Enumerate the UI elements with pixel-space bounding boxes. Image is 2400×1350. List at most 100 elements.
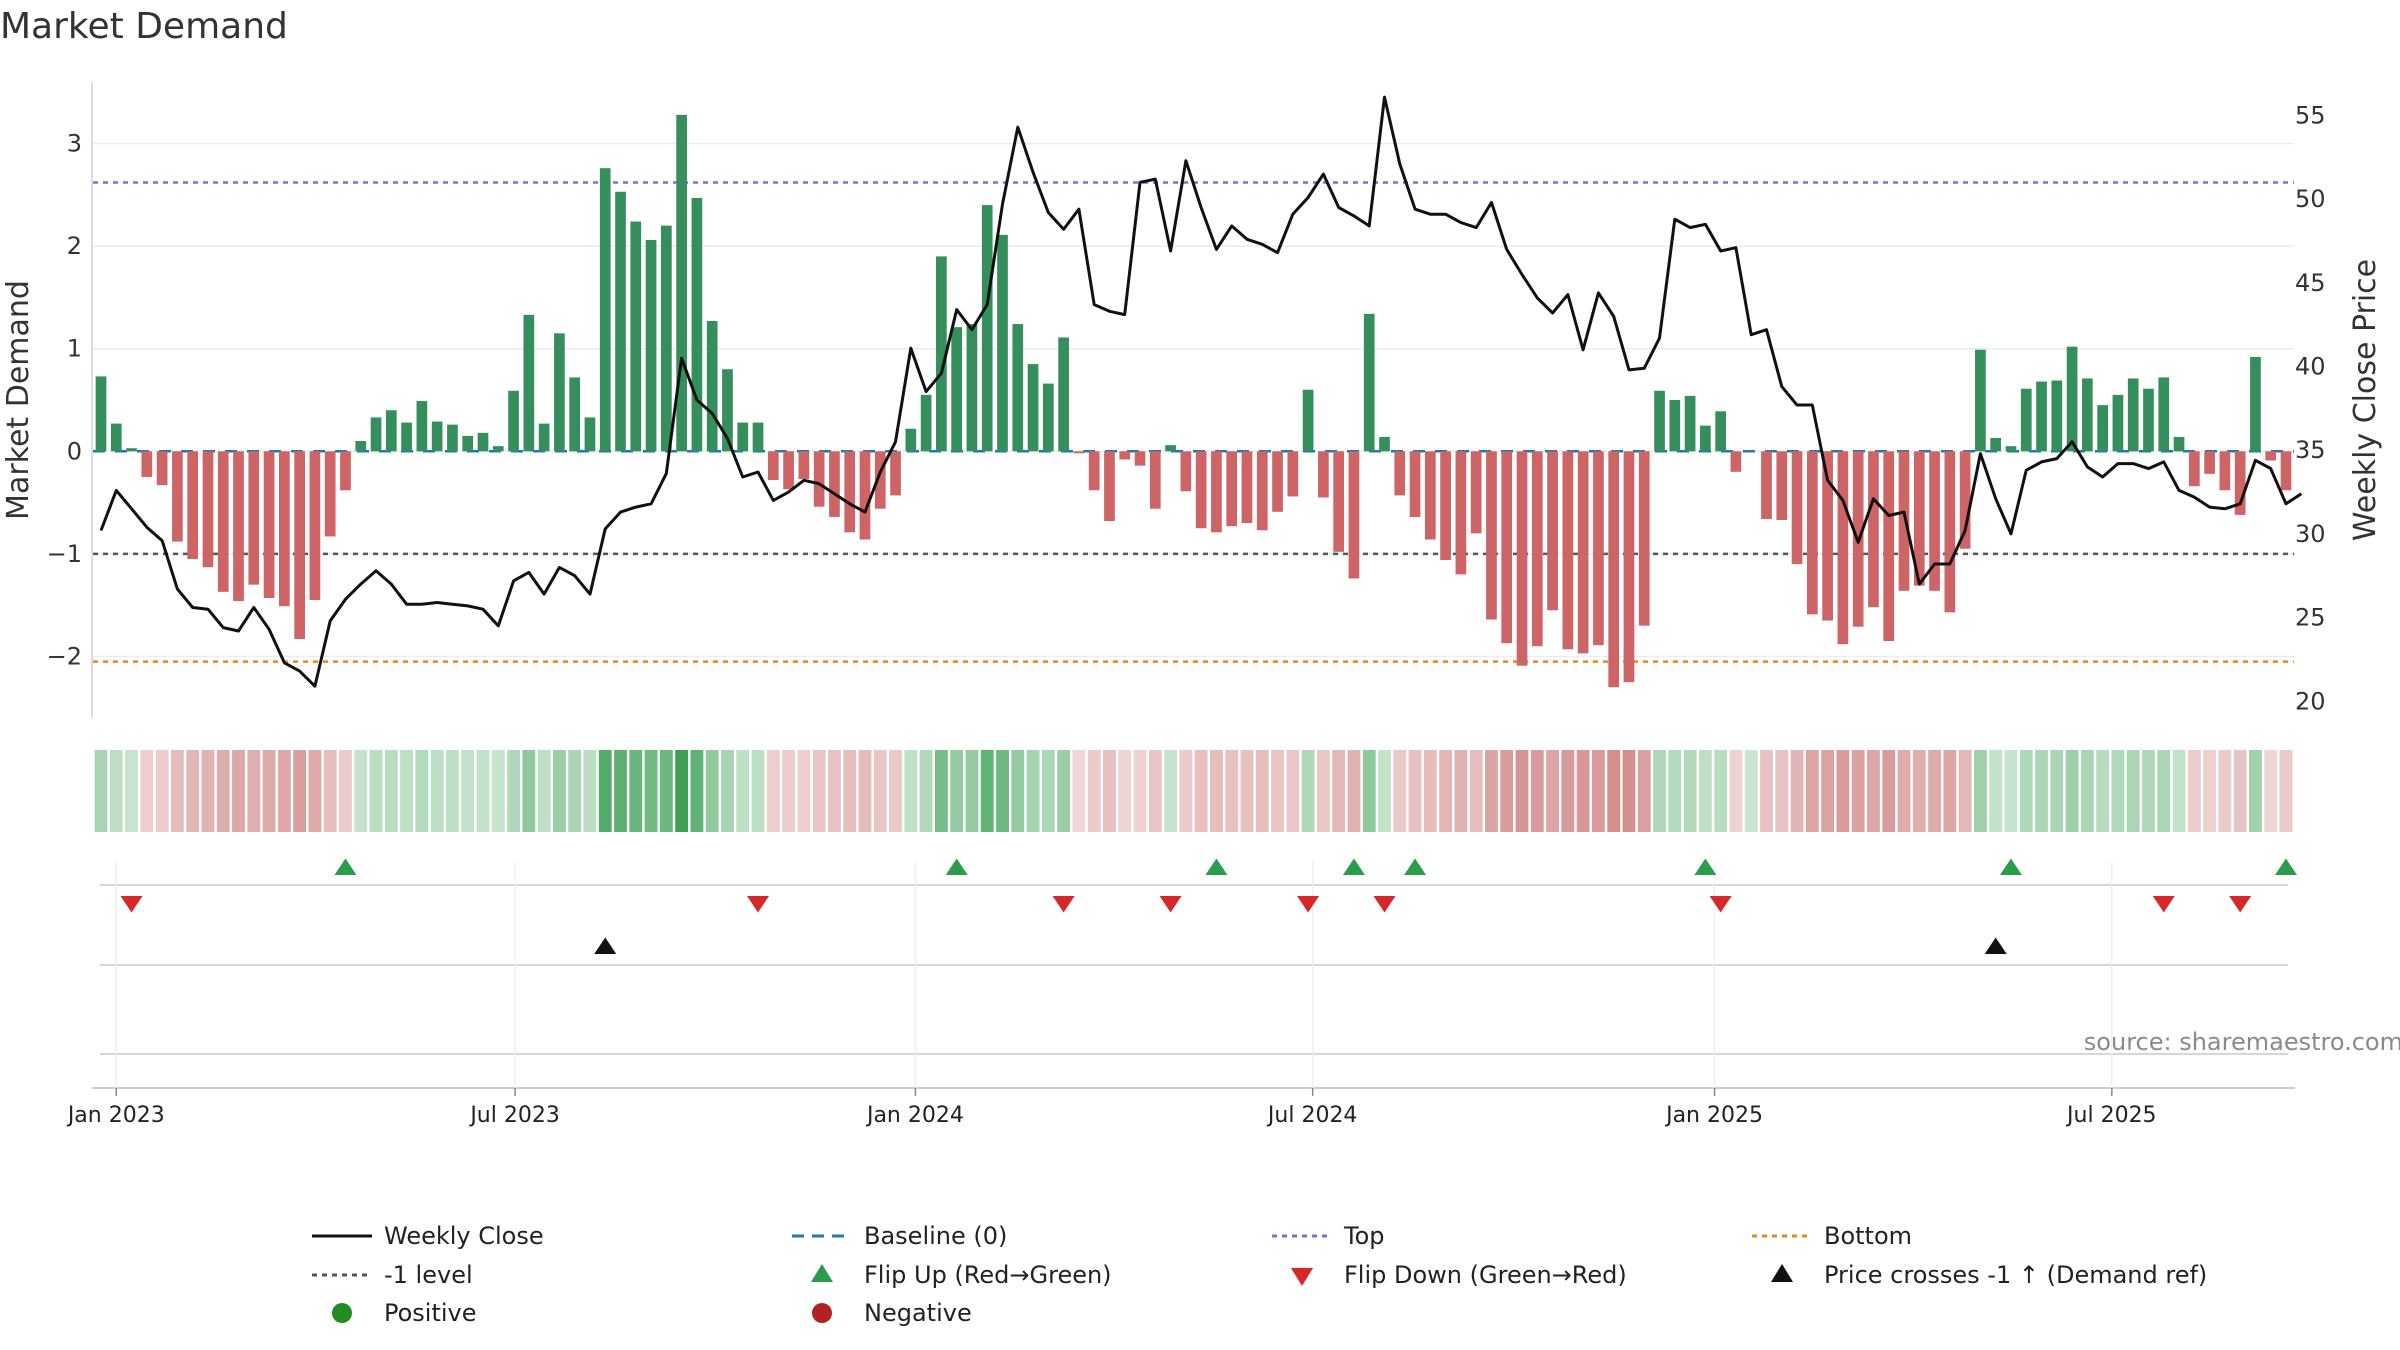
demand-bar [1195,451,1207,529]
legend-label: Positive [384,1299,477,1327]
heat-cell [1897,750,1911,832]
heat-cell [690,750,704,832]
flip-down-marker [2229,895,2252,913]
legend-item: Bottom [1752,1222,1912,1250]
demand-bar [95,376,107,452]
demand-bar [477,432,489,452]
demand-bar [1913,451,1925,586]
demand-bar [1806,451,1818,615]
heat-cell [2157,750,2171,832]
demand-bar [1730,451,1742,472]
heat-cell [1225,750,1239,832]
x-tick-label: Jan 2025 [1664,1103,1763,1128]
demand-bar [2112,394,2124,452]
demand-bar [1975,349,1986,452]
heat-cell [186,750,200,832]
heat-cell [1286,750,1300,832]
heat-cell [277,750,291,832]
legend-item: Price crosses -1 ↑ (Demand ref) [1771,1261,2207,1289]
demand-bar [508,390,519,452]
heat-cell [889,750,902,832]
demand-bar [767,451,779,481]
heat-cell [400,750,414,832]
demand-bar [401,422,412,452]
heat-cell [369,750,383,832]
demand-bar [1501,451,1513,644]
demand-bar [798,451,810,479]
heat-cell [1454,750,1468,832]
demand-bar [1638,451,1650,626]
heat-cell [583,750,597,832]
legend-label: Top [1343,1222,1385,1250]
x-tick-label: Jan 2023 [66,1103,165,1128]
heat-cell [1103,750,1116,832]
legend-label: Weekly Close [384,1222,544,1250]
demand-bar [263,451,275,598]
demand-bar [1715,411,1726,452]
heat-cell [2035,750,2048,832]
heat-cell [125,750,138,832]
heat-cell [644,750,658,832]
left-axis-label: Market Demand [1,280,36,520]
demand-heat-strip [94,750,2293,832]
heat-cell [94,750,108,832]
heat-cell [659,750,673,832]
heat-cell [537,750,551,832]
demand-bar [630,221,642,452]
demand-bar [1929,451,1940,591]
legend-label: Flip Down (Green→Red) [1344,1261,1627,1289]
heat-cell [262,750,276,832]
heat-cell [766,750,780,832]
heat-cell [2126,750,2140,832]
heat-cell [568,750,582,832]
demand-bar [538,423,550,452]
heat-cell [1943,750,1957,832]
heat-cell [1637,750,1651,832]
flip-up-marker [1404,858,1427,876]
heat-cell [140,750,154,832]
chart-title: Market Demand [0,6,288,47]
demand-bar [1455,451,1467,575]
flip-down-marker [1052,895,1075,913]
heat-cell [2080,750,2094,832]
demand-bar [1761,451,1772,519]
heat-cell [1775,750,1789,832]
heat-cell [1408,750,1422,832]
heat-cell [1790,750,1804,832]
heat-cell [2172,750,2186,832]
right-tick-label: 50 [2295,185,2326,213]
demand-bar [1547,451,1558,611]
demand-bar [523,314,535,452]
heat-cell [980,750,994,832]
demand-bar [554,333,565,452]
demand-bar [309,451,321,601]
heat-cell [1240,750,1254,832]
legend-item: -1 level [312,1261,473,1289]
demand-bar [233,451,244,602]
heat-cell [1744,750,1758,832]
demand-bar [1027,364,1039,452]
demand-bar [2082,378,2093,452]
demand-bar [645,239,657,452]
heat-cell [2279,750,2293,832]
heat-cell [1530,750,1544,832]
right-tick-label: 20 [2295,687,2326,715]
heat-cell [2050,750,2064,832]
heat-cell [2111,750,2125,832]
demand-bar [2097,405,2108,452]
legend-item: Baseline (0) [792,1222,1007,1250]
heat-cell [1041,750,1055,832]
flip-up-marker [1205,858,1228,876]
demand-bar [599,168,611,452]
heat-cell [446,750,459,832]
demand-bar [2173,436,2185,452]
demand-bar [661,225,672,452]
heat-cell [919,750,933,832]
heat-cell [1851,750,1865,832]
left-tick-label: −2 [47,642,82,670]
demand-bar [187,451,199,559]
flip-up-marker [1342,858,1365,876]
heat-cell [155,750,169,832]
heat-cell [1332,750,1346,832]
heat-cell [1821,750,1835,832]
